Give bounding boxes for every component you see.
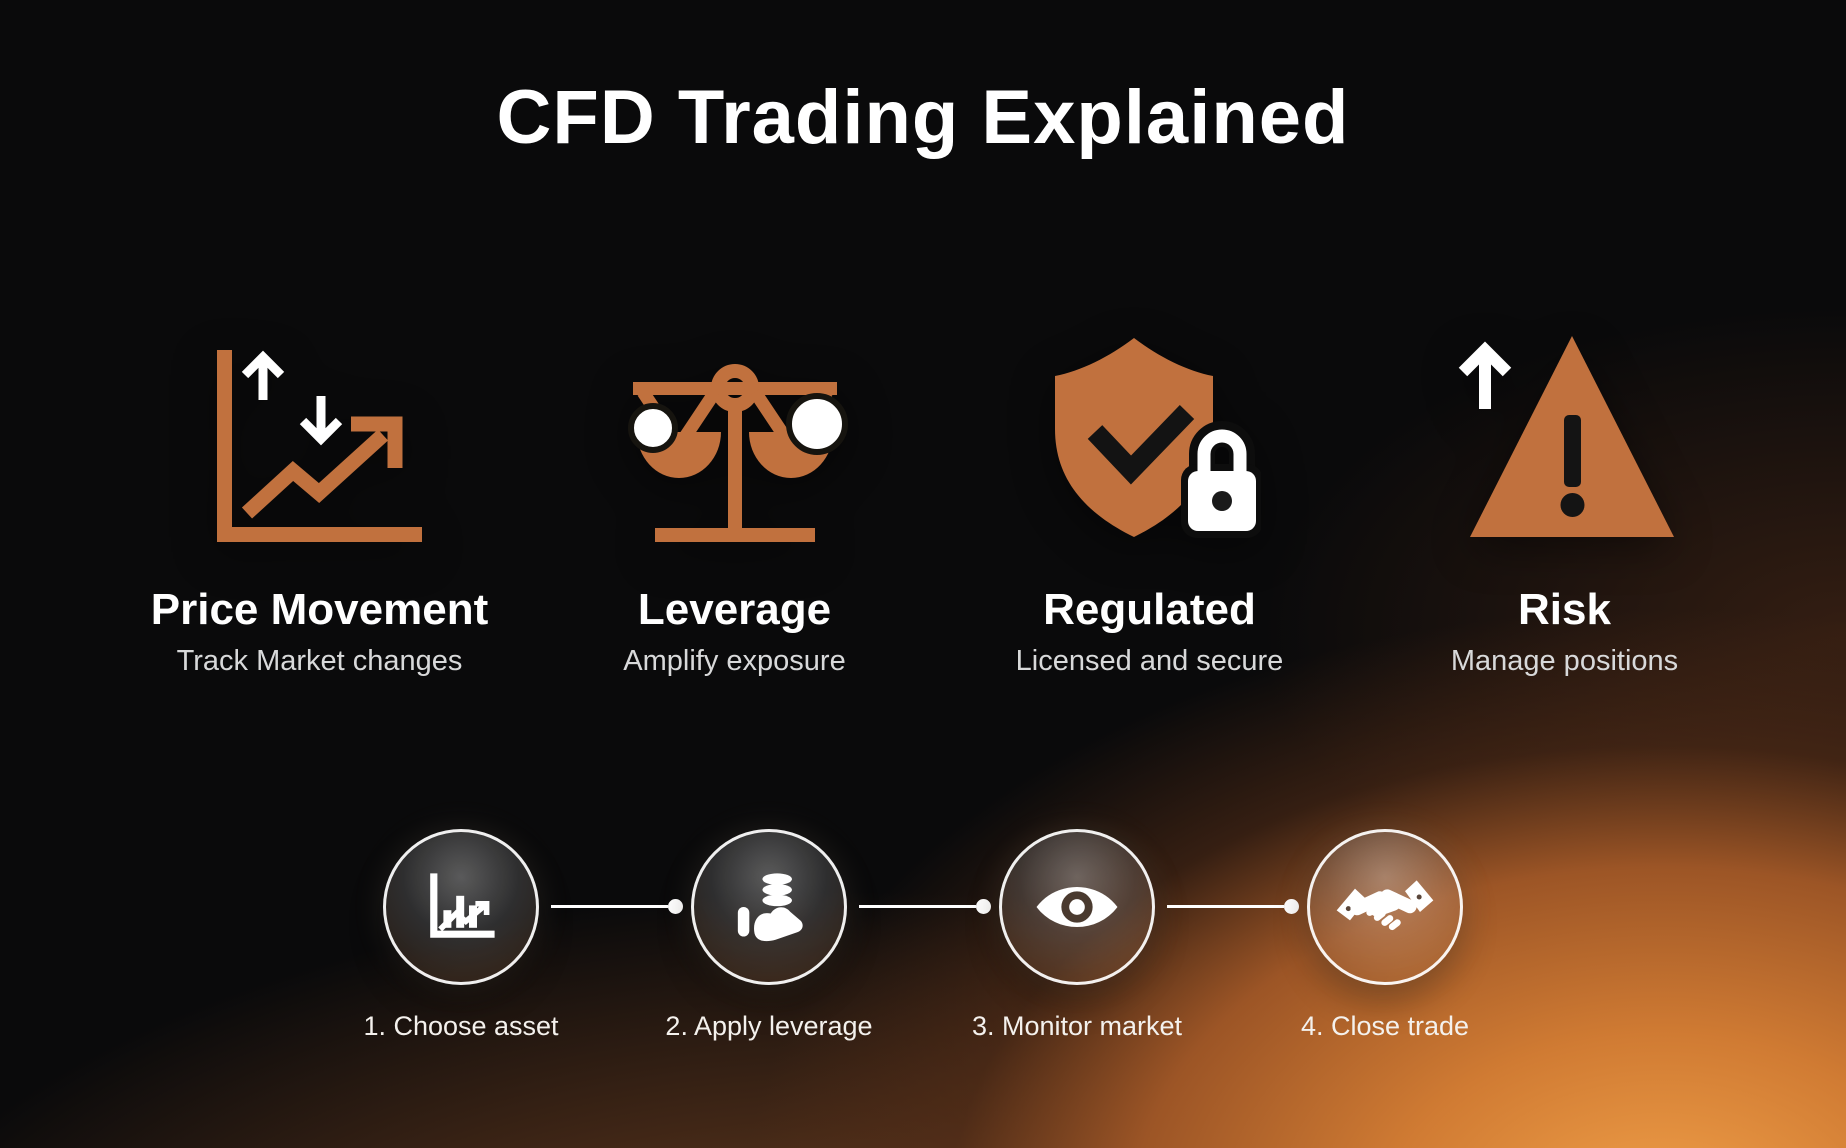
shield-check-lock-icon xyxy=(942,310,1357,542)
feature-title: Leverage xyxy=(637,584,832,634)
connector-dot xyxy=(668,899,683,915)
lock-icon xyxy=(1180,420,1261,538)
feature-regulated: Regulated Licensed and secure xyxy=(942,310,1357,679)
balance-scale-icon xyxy=(527,310,942,542)
feature-subtitle: Track Market changes xyxy=(176,645,463,678)
feature-title: Regulated xyxy=(1043,584,1256,634)
asset-chart-icon xyxy=(430,873,495,938)
step-circle-monitor-market xyxy=(999,828,1155,985)
up-arrow-icon xyxy=(241,350,285,400)
connector-line xyxy=(847,899,999,915)
step-label-close-trade: 4. Close trade xyxy=(1300,1010,1470,1041)
feature-subtitle: Amplify exposure xyxy=(623,645,846,678)
feature-risk: Risk Manage positions xyxy=(1357,310,1772,679)
features-row: Price Movement Track Market changes xyxy=(112,310,1772,679)
step-circle-close-trade xyxy=(1307,828,1463,985)
connector-line xyxy=(539,899,691,915)
process-row: 1. Choose asset 2. Apply leverage 3. Mon… xyxy=(0,828,1846,1042)
feature-subtitle: Manage positions xyxy=(1450,645,1679,678)
down-arrow-icon xyxy=(299,395,343,446)
price-chart-icon xyxy=(112,310,527,542)
feature-title: Price Movement xyxy=(150,584,489,634)
up-arrow-icon xyxy=(1458,341,1512,409)
step-label-monitor-market: 3. Monitor market xyxy=(971,1010,1183,1041)
feature-leverage: Leverage Amplify exposure xyxy=(527,310,942,679)
step-circle-apply-leverage xyxy=(691,828,847,985)
page-title: CFD Trading Explained xyxy=(496,75,1350,160)
check-mark xyxy=(1087,404,1194,485)
step-circle-choose-asset xyxy=(383,828,539,985)
risk-warning-icon xyxy=(1357,310,1772,542)
large-weight-circle xyxy=(785,392,848,455)
handshake-icon xyxy=(1336,880,1434,931)
eye-icon xyxy=(1036,886,1118,927)
step-label-choose-asset: 1. Choose asset xyxy=(363,1010,559,1041)
connector-line xyxy=(1155,899,1307,915)
small-weight-circle xyxy=(627,402,678,453)
feature-title: Risk xyxy=(1518,584,1611,634)
shield-shape xyxy=(1054,337,1213,537)
connector-dot xyxy=(1284,899,1299,915)
feature-price-movement: Price Movement Track Market changes xyxy=(112,310,527,679)
feature-subtitle: Licensed and secure xyxy=(1015,645,1284,678)
step-circles xyxy=(0,828,1846,985)
coins-hand-icon xyxy=(737,873,803,942)
step-labels: 1. Choose asset 2. Apply leverage 3. Mon… xyxy=(0,1011,1846,1042)
step-label-apply-leverage: 2. Apply leverage xyxy=(665,1010,873,1041)
connector-dot xyxy=(976,899,991,915)
